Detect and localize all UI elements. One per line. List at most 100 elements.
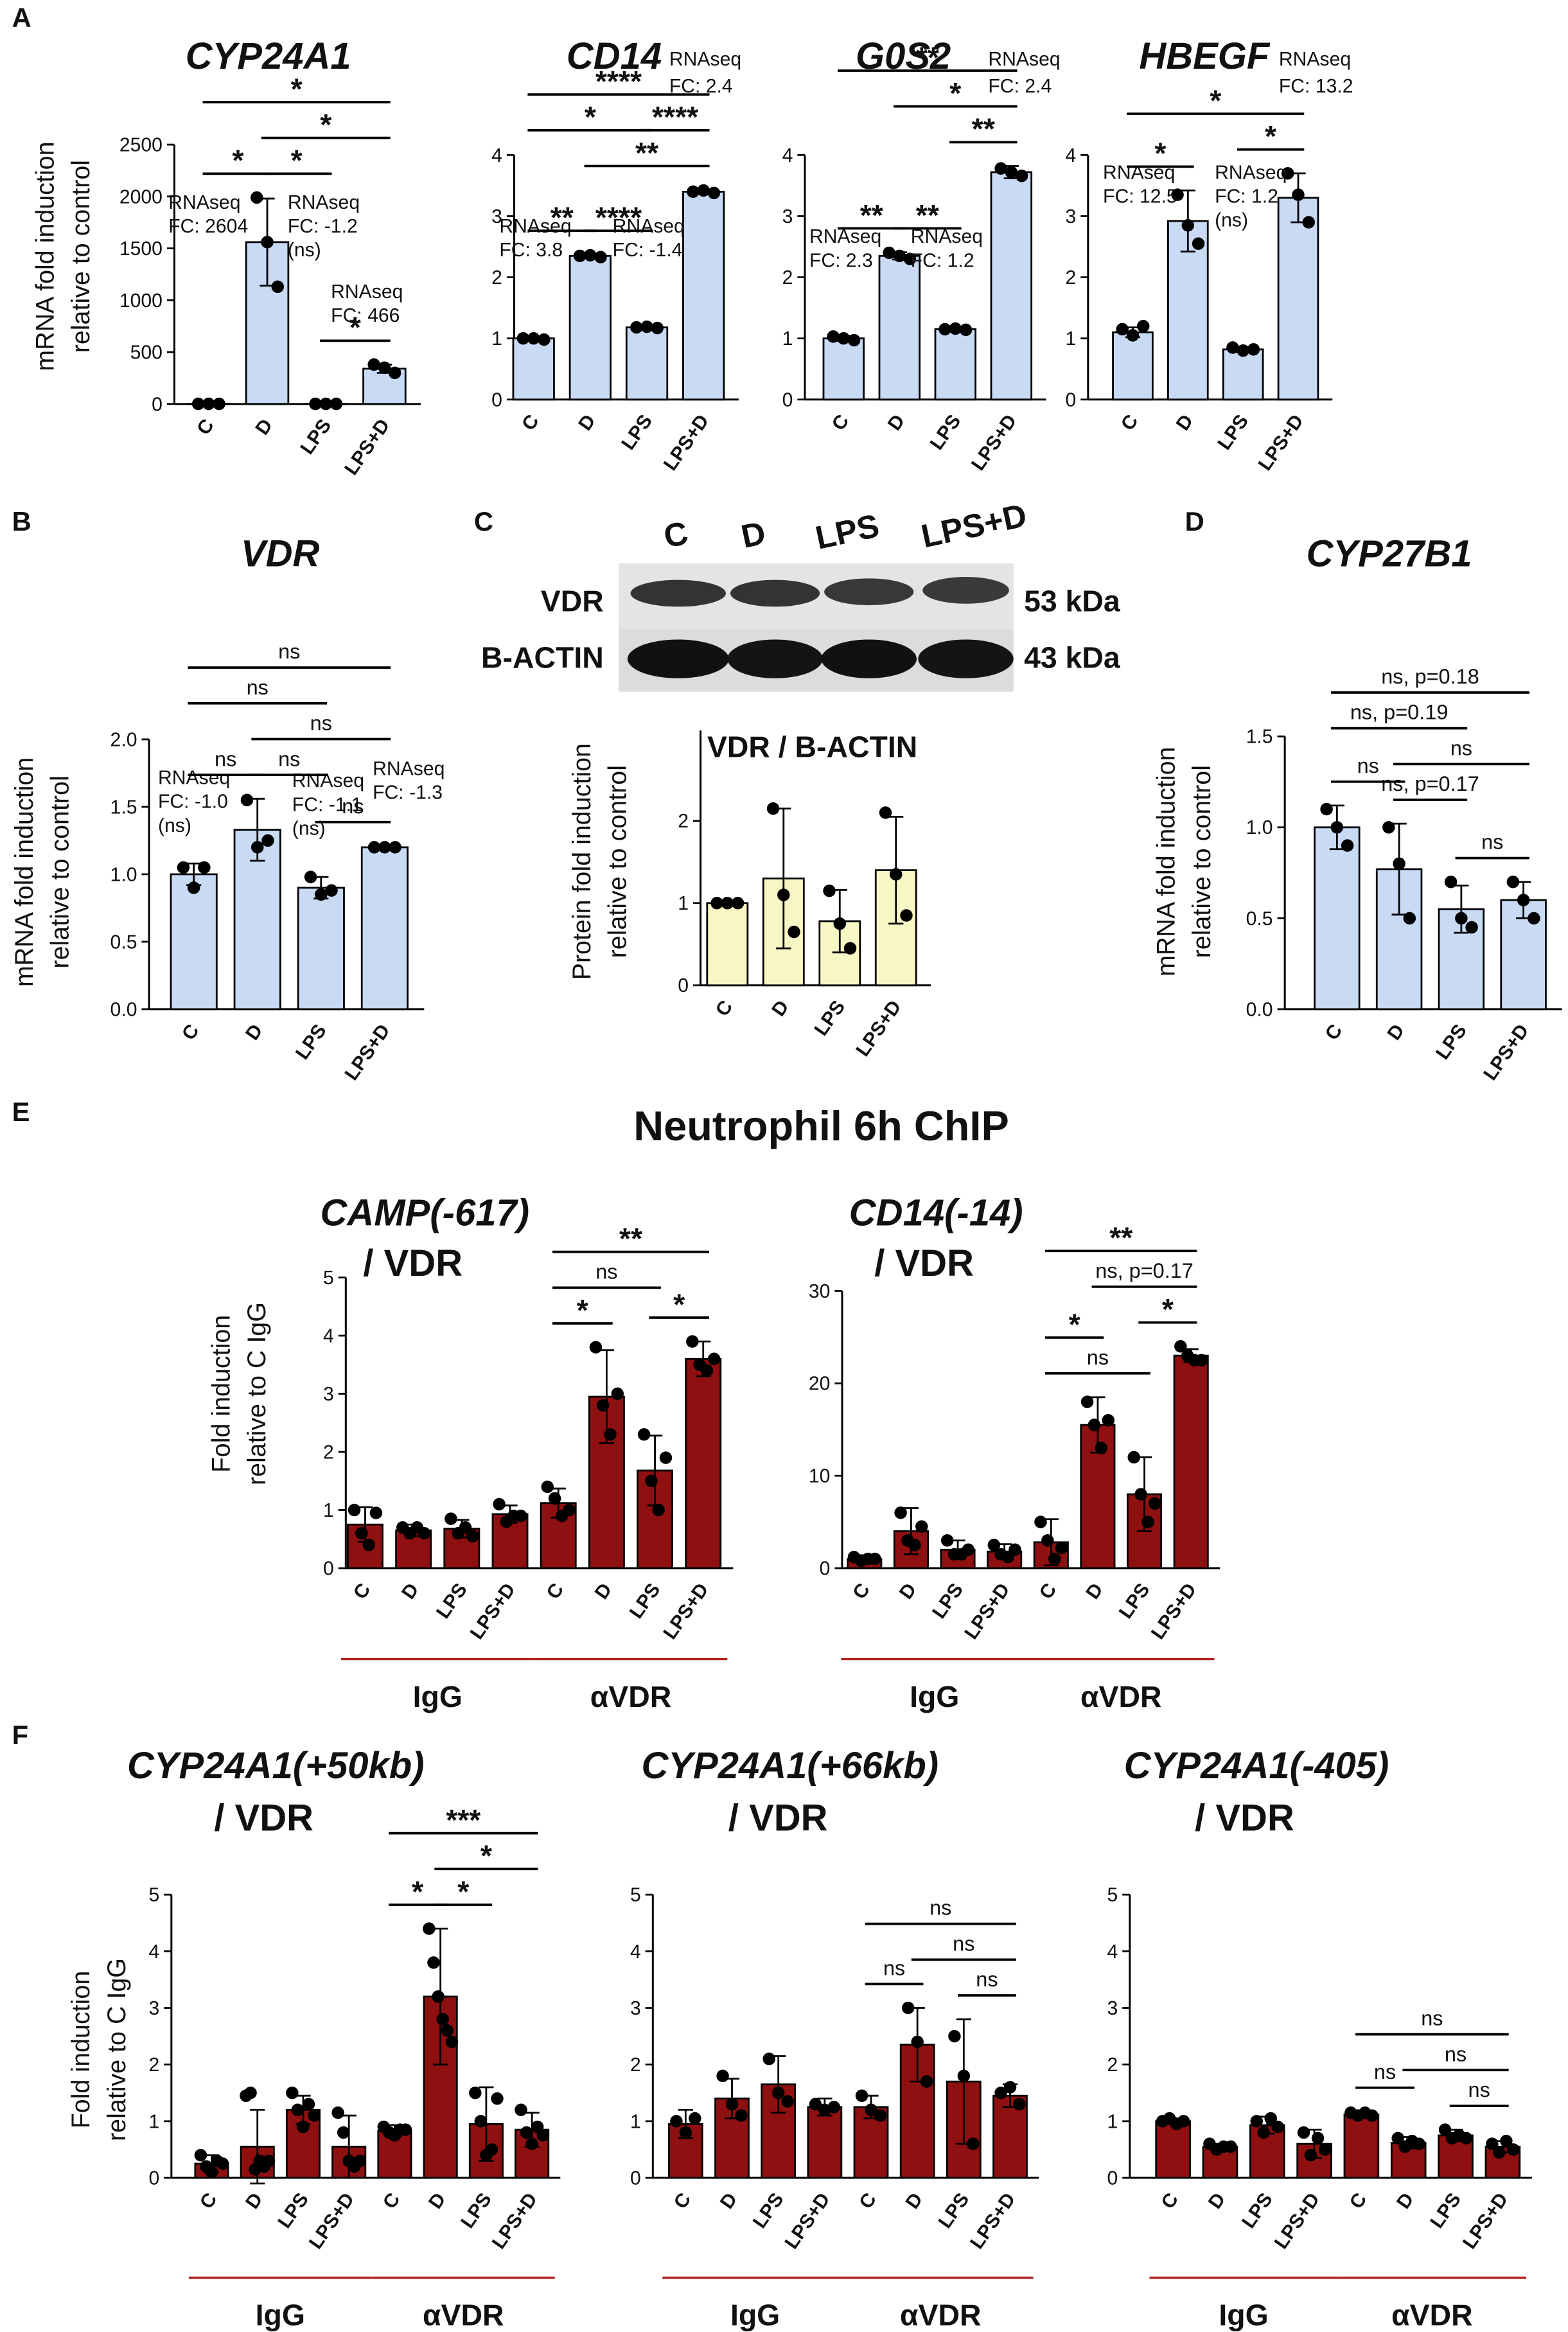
data-point <box>1088 1418 1101 1431</box>
chart-title: CYP24A1(-405) <box>1124 1745 1389 1787</box>
lane-label: C <box>660 514 691 554</box>
data-point <box>474 2115 488 2128</box>
data-point <box>493 1497 506 1511</box>
data-point <box>441 2024 454 2037</box>
group-label: IgG <box>730 2299 780 2332</box>
rnaseq-label: FC: -1.0 <box>158 791 228 813</box>
data-point <box>1391 2132 1404 2145</box>
significance-label: ns <box>278 640 300 663</box>
significance-label: * <box>949 76 962 110</box>
panel-letter: F <box>12 1720 29 1750</box>
x-tick-label: LPS <box>457 2189 496 2232</box>
data-point <box>766 802 780 815</box>
data-point <box>315 888 328 901</box>
data-point <box>1116 322 1129 336</box>
data-point <box>1459 2132 1473 2145</box>
data-point <box>1264 2112 1277 2125</box>
data-point <box>823 884 836 897</box>
data-point <box>837 332 850 345</box>
rnaseq-label: FC: 12.5 <box>1103 186 1177 208</box>
data-point <box>1080 1395 1094 1408</box>
y-tick-label: 1.0 <box>1246 817 1273 838</box>
x-tick-label: D <box>398 1580 423 1603</box>
panel-letter: D <box>1185 506 1204 536</box>
significance-label: * <box>1265 119 1277 153</box>
significance-label: * <box>1154 137 1167 170</box>
x-tick-label: C <box>1117 411 1143 434</box>
y-tick-label: 5 <box>1107 1885 1118 1906</box>
y-tick-label: 10 <box>809 1466 831 1487</box>
significance-label: ** <box>972 112 996 146</box>
data-point <box>205 2166 218 2178</box>
group-label: IgG <box>910 1680 959 1713</box>
data-point <box>527 332 540 345</box>
significance-label: * <box>320 108 332 141</box>
size-label: 53 kDa <box>1024 584 1121 617</box>
data-point <box>469 2087 482 2099</box>
significance-label: ns <box>1450 736 1472 759</box>
data-point <box>297 2120 310 2133</box>
x-tick-label: LPS <box>811 996 850 1039</box>
significance-label: ** <box>916 40 940 74</box>
significance-label: * <box>673 1287 685 1321</box>
x-tick-label: LPS+D <box>305 2189 358 2253</box>
data-point <box>1247 343 1260 356</box>
x-tick-label: LPS+D <box>341 1020 394 1084</box>
x-tick-label: C <box>712 996 737 1020</box>
rnaseq-label: (ns) <box>1215 210 1248 231</box>
y-tick-label: 0.5 <box>110 932 137 953</box>
significance-label: ** <box>1109 1221 1133 1255</box>
data-point <box>637 1428 651 1441</box>
data-point <box>700 1364 714 1377</box>
data-point <box>735 2109 748 2122</box>
data-point <box>1034 1515 1047 1528</box>
significance-label: * <box>1069 1307 1081 1341</box>
data-point <box>894 1506 907 1519</box>
data-point <box>1126 329 1140 342</box>
x-tick-label: LPS <box>935 2189 974 2232</box>
data-point <box>731 897 744 910</box>
data-point <box>1382 821 1395 834</box>
data-point <box>901 2001 915 2015</box>
chart-title: CYP27B1 <box>1307 533 1472 575</box>
y-tick-label: 0 <box>630 2168 641 2189</box>
data-point <box>855 2089 868 2102</box>
data-point <box>1257 2126 1271 2139</box>
data-point <box>1320 802 1333 816</box>
data-point <box>491 2092 504 2105</box>
bar <box>360 846 409 1011</box>
x-tick-label: D <box>768 996 793 1020</box>
blot-band <box>627 639 729 678</box>
data-point <box>940 1534 954 1547</box>
y-tick-label: 4 <box>630 1941 641 1963</box>
data-point <box>515 2103 527 2116</box>
data-point <box>589 1341 603 1354</box>
x-tick-label: C <box>178 1020 204 1044</box>
significance-label: ns <box>310 712 332 735</box>
chart-title: VDR <box>241 533 320 575</box>
x-tick-label: LPS+D <box>340 415 394 479</box>
x-tick-label: C <box>1035 1580 1061 1603</box>
data-point <box>445 2035 459 2049</box>
blot-band <box>922 577 1009 604</box>
data-point <box>1095 1442 1108 1454</box>
data-point <box>1302 216 1316 229</box>
x-tick-label: D <box>242 2189 267 2213</box>
data-point <box>436 2013 449 2026</box>
data-point <box>198 861 211 874</box>
y-tick-label: 2 <box>491 267 502 288</box>
data-point <box>291 2103 304 2116</box>
size-label: 43 kDa <box>1024 641 1121 675</box>
y-tick-label: 0 <box>678 975 689 996</box>
data-point <box>309 397 322 411</box>
bar <box>1173 1354 1209 1569</box>
data-point <box>1127 1451 1140 1464</box>
data-point <box>319 397 332 411</box>
y-tick-label: 5 <box>148 1885 159 1906</box>
data-point <box>879 806 892 819</box>
significance-label: ns <box>247 676 269 699</box>
y-axis-label: relative to control <box>1188 765 1216 958</box>
group-label: αVDR <box>1391 2299 1472 2332</box>
rnaseq-label: RNAseq <box>331 281 403 303</box>
rnaseq-label: (ns) <box>158 815 191 836</box>
